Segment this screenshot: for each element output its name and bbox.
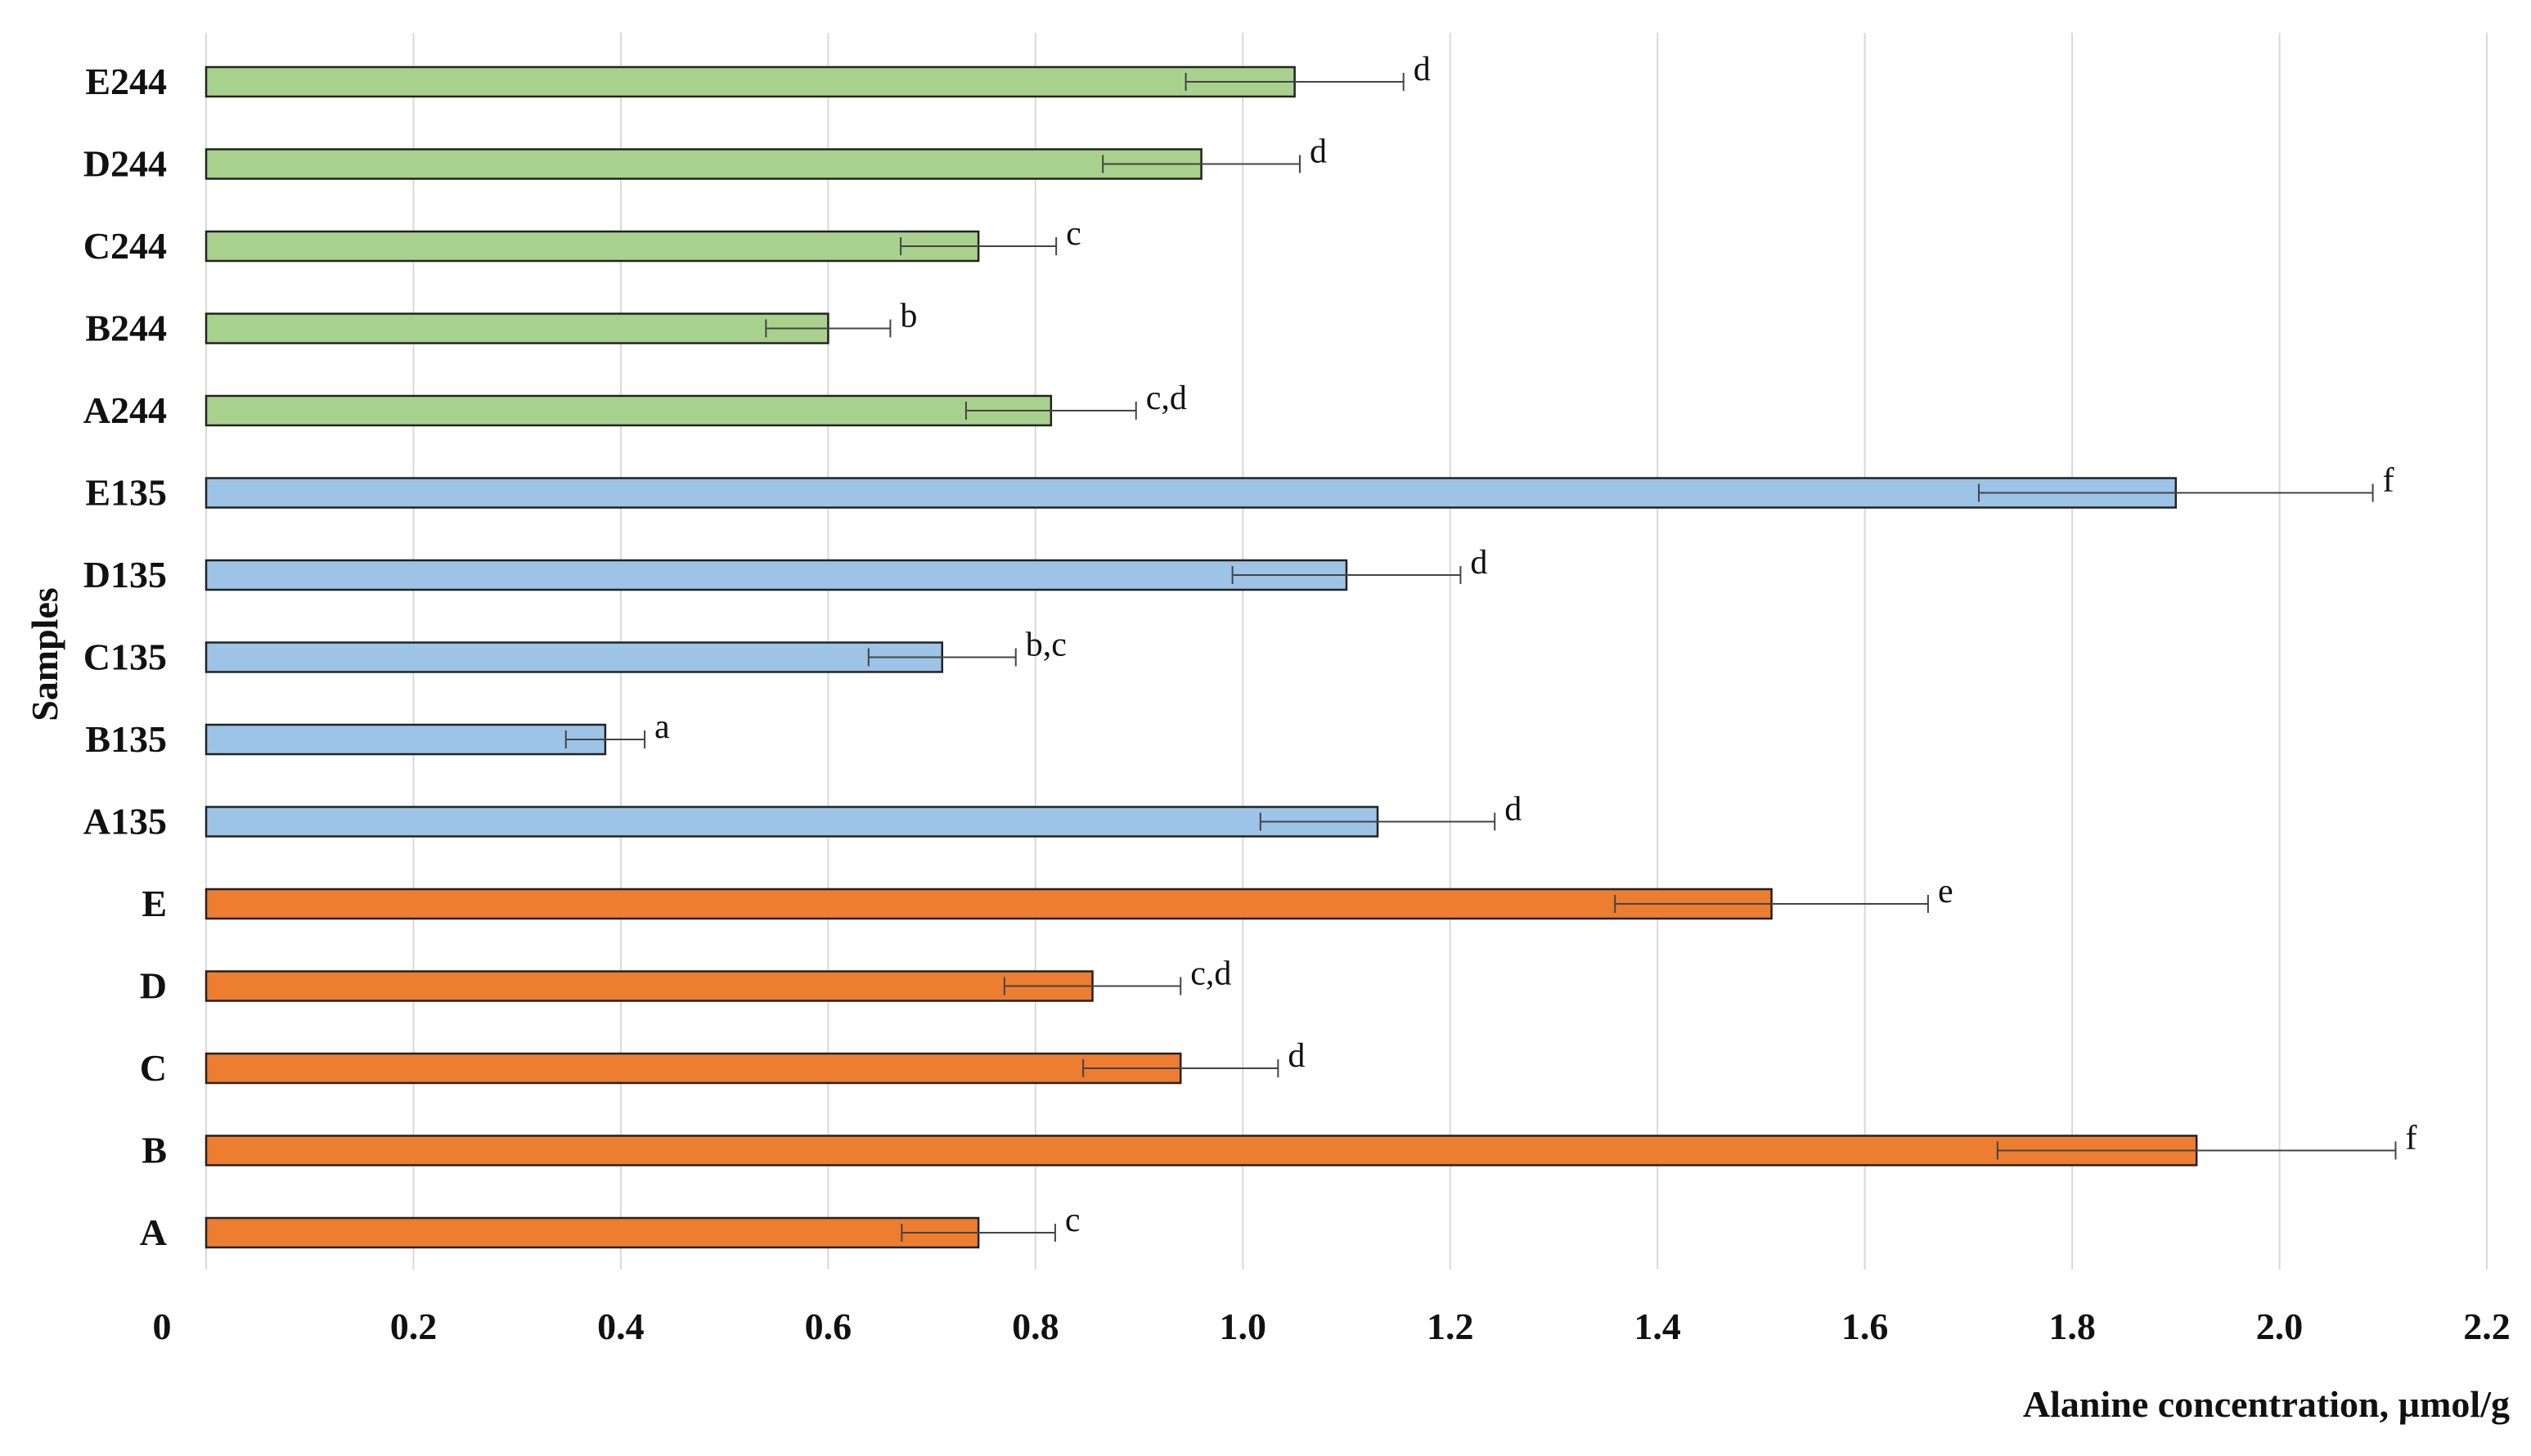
x-axis-title: Alanine concentration, µmol/g [2023, 1383, 2510, 1425]
y-tick-label: E [142, 883, 167, 924]
sig-label-A135: d [1504, 791, 1522, 829]
y-tick-label: C244 [83, 225, 167, 267]
error-bar-B244 [765, 319, 892, 338]
x-tick-label: 0.8 [1012, 1305, 1059, 1347]
error-bar-B [1996, 1141, 2397, 1160]
bar-A244 [205, 394, 1053, 427]
bar-C135 [205, 641, 944, 673]
sig-label-C: d [1288, 1037, 1305, 1075]
x-tick-label: 1.2 [1427, 1305, 1474, 1347]
bar-E [205, 888, 1773, 920]
sig-label-E244: d [1414, 51, 1431, 88]
error-bar-C [1082, 1059, 1279, 1077]
error-bar-A135 [1259, 812, 1496, 831]
x-tick-label: 1.6 [1841, 1305, 1889, 1347]
y-tick-label: A [140, 1211, 167, 1253]
x-tick-label: 1.0 [1220, 1305, 1267, 1347]
error-bar-E244 [1185, 73, 1405, 91]
x-tick-label: 0.2 [390, 1305, 438, 1347]
sig-label-E: e [1938, 873, 1953, 910]
x-tick-label: 2.0 [2256, 1305, 2304, 1347]
sig-label-D135: d [1470, 544, 1487, 582]
y-axis-title: Samples [24, 587, 65, 721]
y-tick-label: C135 [83, 636, 167, 678]
error-bar-E135 [1978, 483, 2374, 502]
y-tick-label: A244 [83, 389, 167, 431]
error-bar-A [901, 1224, 1056, 1242]
y-tick-label: B [142, 1130, 167, 1171]
error-bar-D [1003, 977, 1182, 995]
bar-B [205, 1135, 2198, 1166]
sig-label-D244: d [1310, 133, 1327, 171]
bar-E135 [205, 477, 2178, 509]
y-tick-labels: E244 D244 C244 B244 A244 E135 D135 C135 B135 A135… [83, 61, 167, 1253]
y-tick-label: B244 [85, 308, 167, 349]
error-bar-E [1614, 895, 1929, 913]
error-bars [564, 73, 2397, 1242]
y-tick-label: A135 [83, 801, 167, 843]
x-tick-label: 0 [153, 1305, 172, 1347]
bar-A [205, 1216, 980, 1249]
bars [205, 65, 2198, 1249]
y-tick-label: D244 [83, 143, 167, 185]
bar-E244 [205, 65, 1296, 98]
bar-D244 [205, 148, 1203, 180]
error-bar-A244 [964, 402, 1137, 420]
y-tick-label: C [140, 1047, 167, 1089]
y-tick-label: D [140, 965, 167, 1007]
sig-label-B244: b [900, 298, 917, 335]
x-tick-label: 0.4 [597, 1305, 645, 1347]
sig-label-B: f [2405, 1120, 2416, 1157]
y-tick-label: B135 [85, 718, 167, 760]
sig-label-C244: c [1066, 215, 1081, 253]
bar-A135 [205, 806, 1379, 838]
bar-B244 [205, 312, 829, 344]
bar-D135 [205, 559, 1348, 591]
y-tick-label: E244 [85, 61, 167, 102]
x-tick-labels: 0 0.2 0.4 0.6 0.8 1.0 1.2 1.4 1.6 1.8 2.0 2.2 [153, 1305, 2511, 1347]
sig-label-D: c,d [1190, 955, 1231, 993]
bar-B135 [205, 723, 607, 756]
x-tick-label: 2.2 [2463, 1305, 2511, 1347]
sig-label-E135: f [2383, 462, 2394, 500]
error-bar-C244 [900, 237, 1058, 255]
error-bar-D244 [1102, 155, 1301, 173]
sig-label-C135: b,c [1026, 627, 1067, 664]
bar-D [205, 970, 1094, 1002]
x-tick-label: 0.6 [805, 1305, 852, 1347]
bar-C [205, 1052, 1182, 1085]
x-tick-label: 1.8 [2048, 1305, 2096, 1347]
bar-C244 [205, 230, 980, 263]
x-tick-label: 1.4 [1634, 1305, 1681, 1347]
y-tick-label: D135 [83, 554, 167, 595]
sig-label-B135: a [654, 708, 670, 746]
sig-label-A: c [1065, 1202, 1081, 1239]
significance-labels: d d c b c,d f d b,c a d e c,d d f c [654, 51, 2416, 1239]
sig-label-A244: c,d [1146, 380, 1187, 417]
error-bar-B135 [564, 730, 646, 748]
y-tick-label: E135 [85, 472, 167, 514]
error-bar-D135 [1231, 566, 1462, 584]
error-bar-C135 [867, 648, 1017, 667]
